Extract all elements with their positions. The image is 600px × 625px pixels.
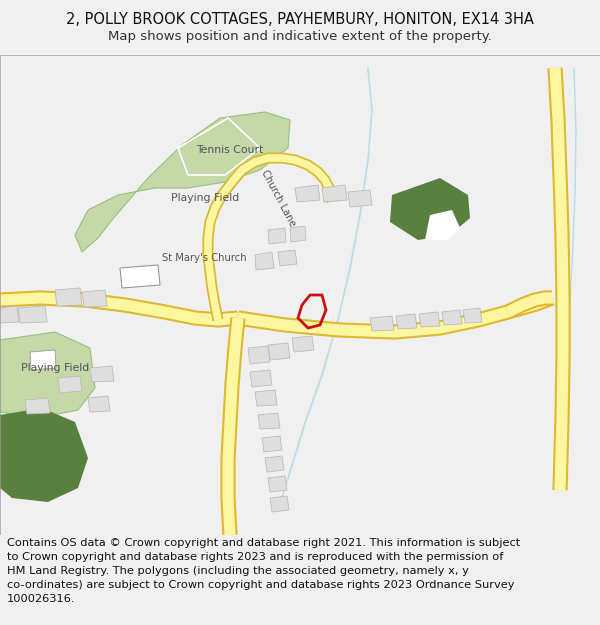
Polygon shape: [292, 336, 314, 352]
Polygon shape: [75, 112, 290, 252]
Text: 2, POLLY BROOK COTTAGES, PAYHEMBURY, HONITON, EX14 3HA: 2, POLLY BROOK COTTAGES, PAYHEMBURY, HON…: [66, 12, 534, 27]
Polygon shape: [15, 448, 72, 492]
Polygon shape: [322, 185, 347, 202]
Text: St Mary's Church: St Mary's Church: [162, 253, 247, 263]
Polygon shape: [30, 350, 56, 370]
Polygon shape: [268, 476, 287, 492]
Polygon shape: [268, 228, 286, 244]
Polygon shape: [278, 250, 297, 266]
Polygon shape: [255, 390, 277, 406]
Polygon shape: [88, 396, 110, 412]
Polygon shape: [248, 346, 270, 364]
Text: Playing Field: Playing Field: [171, 193, 239, 203]
Polygon shape: [58, 376, 82, 393]
Polygon shape: [396, 314, 417, 329]
Text: Church Lane: Church Lane: [259, 168, 297, 228]
Polygon shape: [442, 310, 462, 325]
Polygon shape: [265, 456, 284, 472]
Polygon shape: [255, 252, 274, 270]
Polygon shape: [0, 408, 88, 502]
Polygon shape: [82, 290, 107, 307]
Polygon shape: [268, 343, 290, 360]
Polygon shape: [262, 436, 282, 452]
Text: Playing Field: Playing Field: [21, 363, 89, 373]
Polygon shape: [0, 306, 19, 323]
Polygon shape: [370, 316, 394, 331]
Polygon shape: [250, 370, 272, 387]
Polygon shape: [90, 366, 114, 382]
Polygon shape: [55, 288, 82, 306]
Text: Tennis Court: Tennis Court: [196, 145, 263, 155]
Polygon shape: [463, 308, 482, 323]
Polygon shape: [258, 413, 280, 429]
Polygon shape: [25, 398, 50, 414]
Polygon shape: [419, 312, 440, 327]
Polygon shape: [348, 190, 372, 207]
Polygon shape: [390, 178, 470, 240]
Polygon shape: [270, 496, 289, 512]
Polygon shape: [290, 226, 306, 242]
Polygon shape: [18, 306, 47, 323]
Polygon shape: [178, 118, 260, 175]
Polygon shape: [0, 332, 95, 418]
Text: Contains OS data © Crown copyright and database right 2021. This information is : Contains OS data © Crown copyright and d…: [7, 538, 520, 604]
Text: Map shows position and indicative extent of the property.: Map shows position and indicative extent…: [108, 30, 492, 43]
Polygon shape: [295, 185, 320, 202]
Polygon shape: [120, 265, 160, 288]
Polygon shape: [425, 210, 460, 240]
